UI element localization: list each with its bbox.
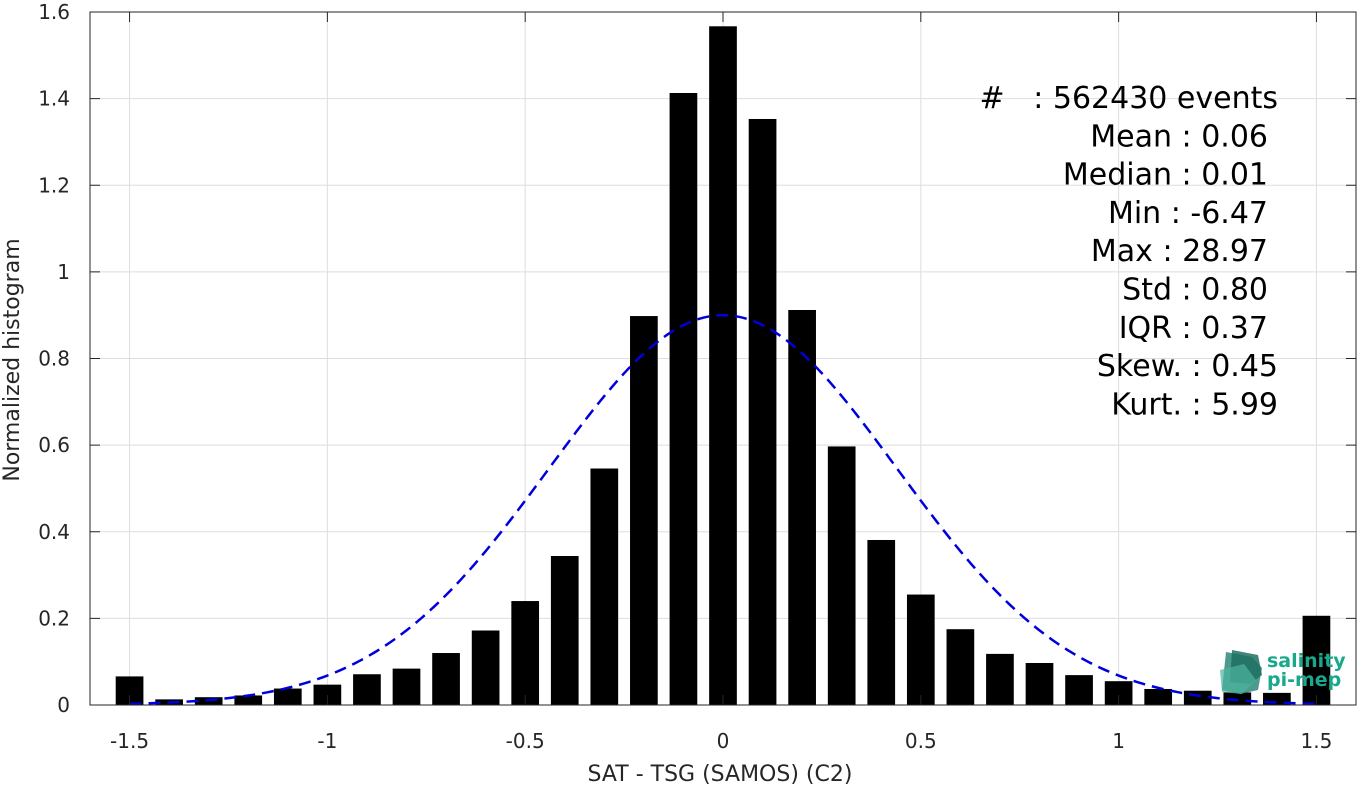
x-tick-label: 0 (717, 729, 730, 753)
histogram-bar (986, 653, 1014, 705)
logo-line1: salinity (1267, 650, 1346, 672)
histogram-bar (946, 629, 975, 705)
x-tick-label: 0.5 (905, 729, 937, 753)
histogram-bar (1223, 692, 1252, 705)
histogram-bar (353, 674, 381, 705)
histogram-bar (1183, 690, 1212, 705)
histogram-bar (1104, 681, 1133, 705)
stats-line: IQR : 0.37 (1119, 311, 1268, 346)
gaussian-fit-curve (129, 313, 1317, 706)
stats-line: Std : 0.80 (1122, 273, 1268, 308)
stats-line: Min : -6.47 (1108, 196, 1268, 231)
histogram-bar (630, 316, 658, 705)
histogram-bar (748, 118, 777, 705)
histogram-bar (392, 668, 421, 705)
y-tick-label: 0.2 (38, 606, 70, 630)
stats-line: Skew. : 0.45 (1097, 349, 1278, 384)
histogram-bar (788, 309, 816, 705)
histogram-bar (867, 539, 896, 705)
y-tick-label: 1.4 (38, 87, 70, 111)
stats-line: Median : 0.01 (1063, 158, 1268, 193)
histogram-bar (234, 695, 263, 705)
y-tick-label: 1.6 (38, 0, 70, 24)
x-tick-label: 1 (1112, 729, 1125, 753)
histogram-bar (432, 653, 460, 705)
logo-line2: pi-mep (1267, 669, 1341, 691)
histogram-bar (1302, 615, 1331, 705)
x-tick-label: -1.5 (110, 729, 149, 753)
y-tick-label: 1.2 (38, 173, 70, 197)
salinity-pi-mep-logo: salinity pi-mep (1220, 650, 1346, 694)
histogram-bar (906, 594, 935, 705)
histogram-bar (1144, 688, 1173, 705)
x-axis-label: SAT - TSG (SAMOS) (C2) (588, 762, 853, 785)
histogram-bar (550, 556, 579, 705)
x-tick-labels: -1.5 -1 -0.5 0 0.5 1 1.5 (110, 729, 1332, 753)
histogram-bar (1025, 662, 1054, 705)
x-tick-label: -1 (317, 729, 337, 753)
y-tick-label: 0.6 (38, 433, 70, 457)
histogram-bar (471, 630, 500, 705)
y-tick-label: 0.4 (38, 520, 70, 544)
y-axis-label: Normalized histogram (0, 238, 25, 481)
histogram-bar (511, 601, 540, 705)
y-tick-labels: 0 0.2 0.4 0.6 0.8 1 1.2 1.4 1.6 (38, 0, 70, 717)
axis-ticks (90, 11, 1356, 706)
y-tick-label: 0.8 (38, 347, 70, 371)
histogram-bar (669, 92, 698, 705)
histogram-bar (590, 468, 619, 705)
histogram-bar (1065, 675, 1093, 705)
y-tick-label: 0 (57, 693, 70, 717)
stats-line: # : 562430 events (979, 81, 1278, 116)
stats-line: Mean : 0.06 (1090, 119, 1268, 154)
x-tick-label: 1.5 (1301, 729, 1333, 753)
y-tick-label: 1 (57, 260, 70, 284)
histogram-bar (273, 688, 302, 705)
histogram-bar (313, 684, 342, 705)
stats-line: Kurt. : 5.99 (1111, 387, 1278, 422)
histogram-bars (115, 26, 1331, 705)
stats-line: Max : 28.97 (1091, 234, 1268, 269)
wave-logo-icon (1220, 650, 1262, 694)
x-tick-label: -0.5 (506, 729, 545, 753)
histogram-bar (827, 446, 856, 705)
histogram-bar (709, 26, 737, 705)
